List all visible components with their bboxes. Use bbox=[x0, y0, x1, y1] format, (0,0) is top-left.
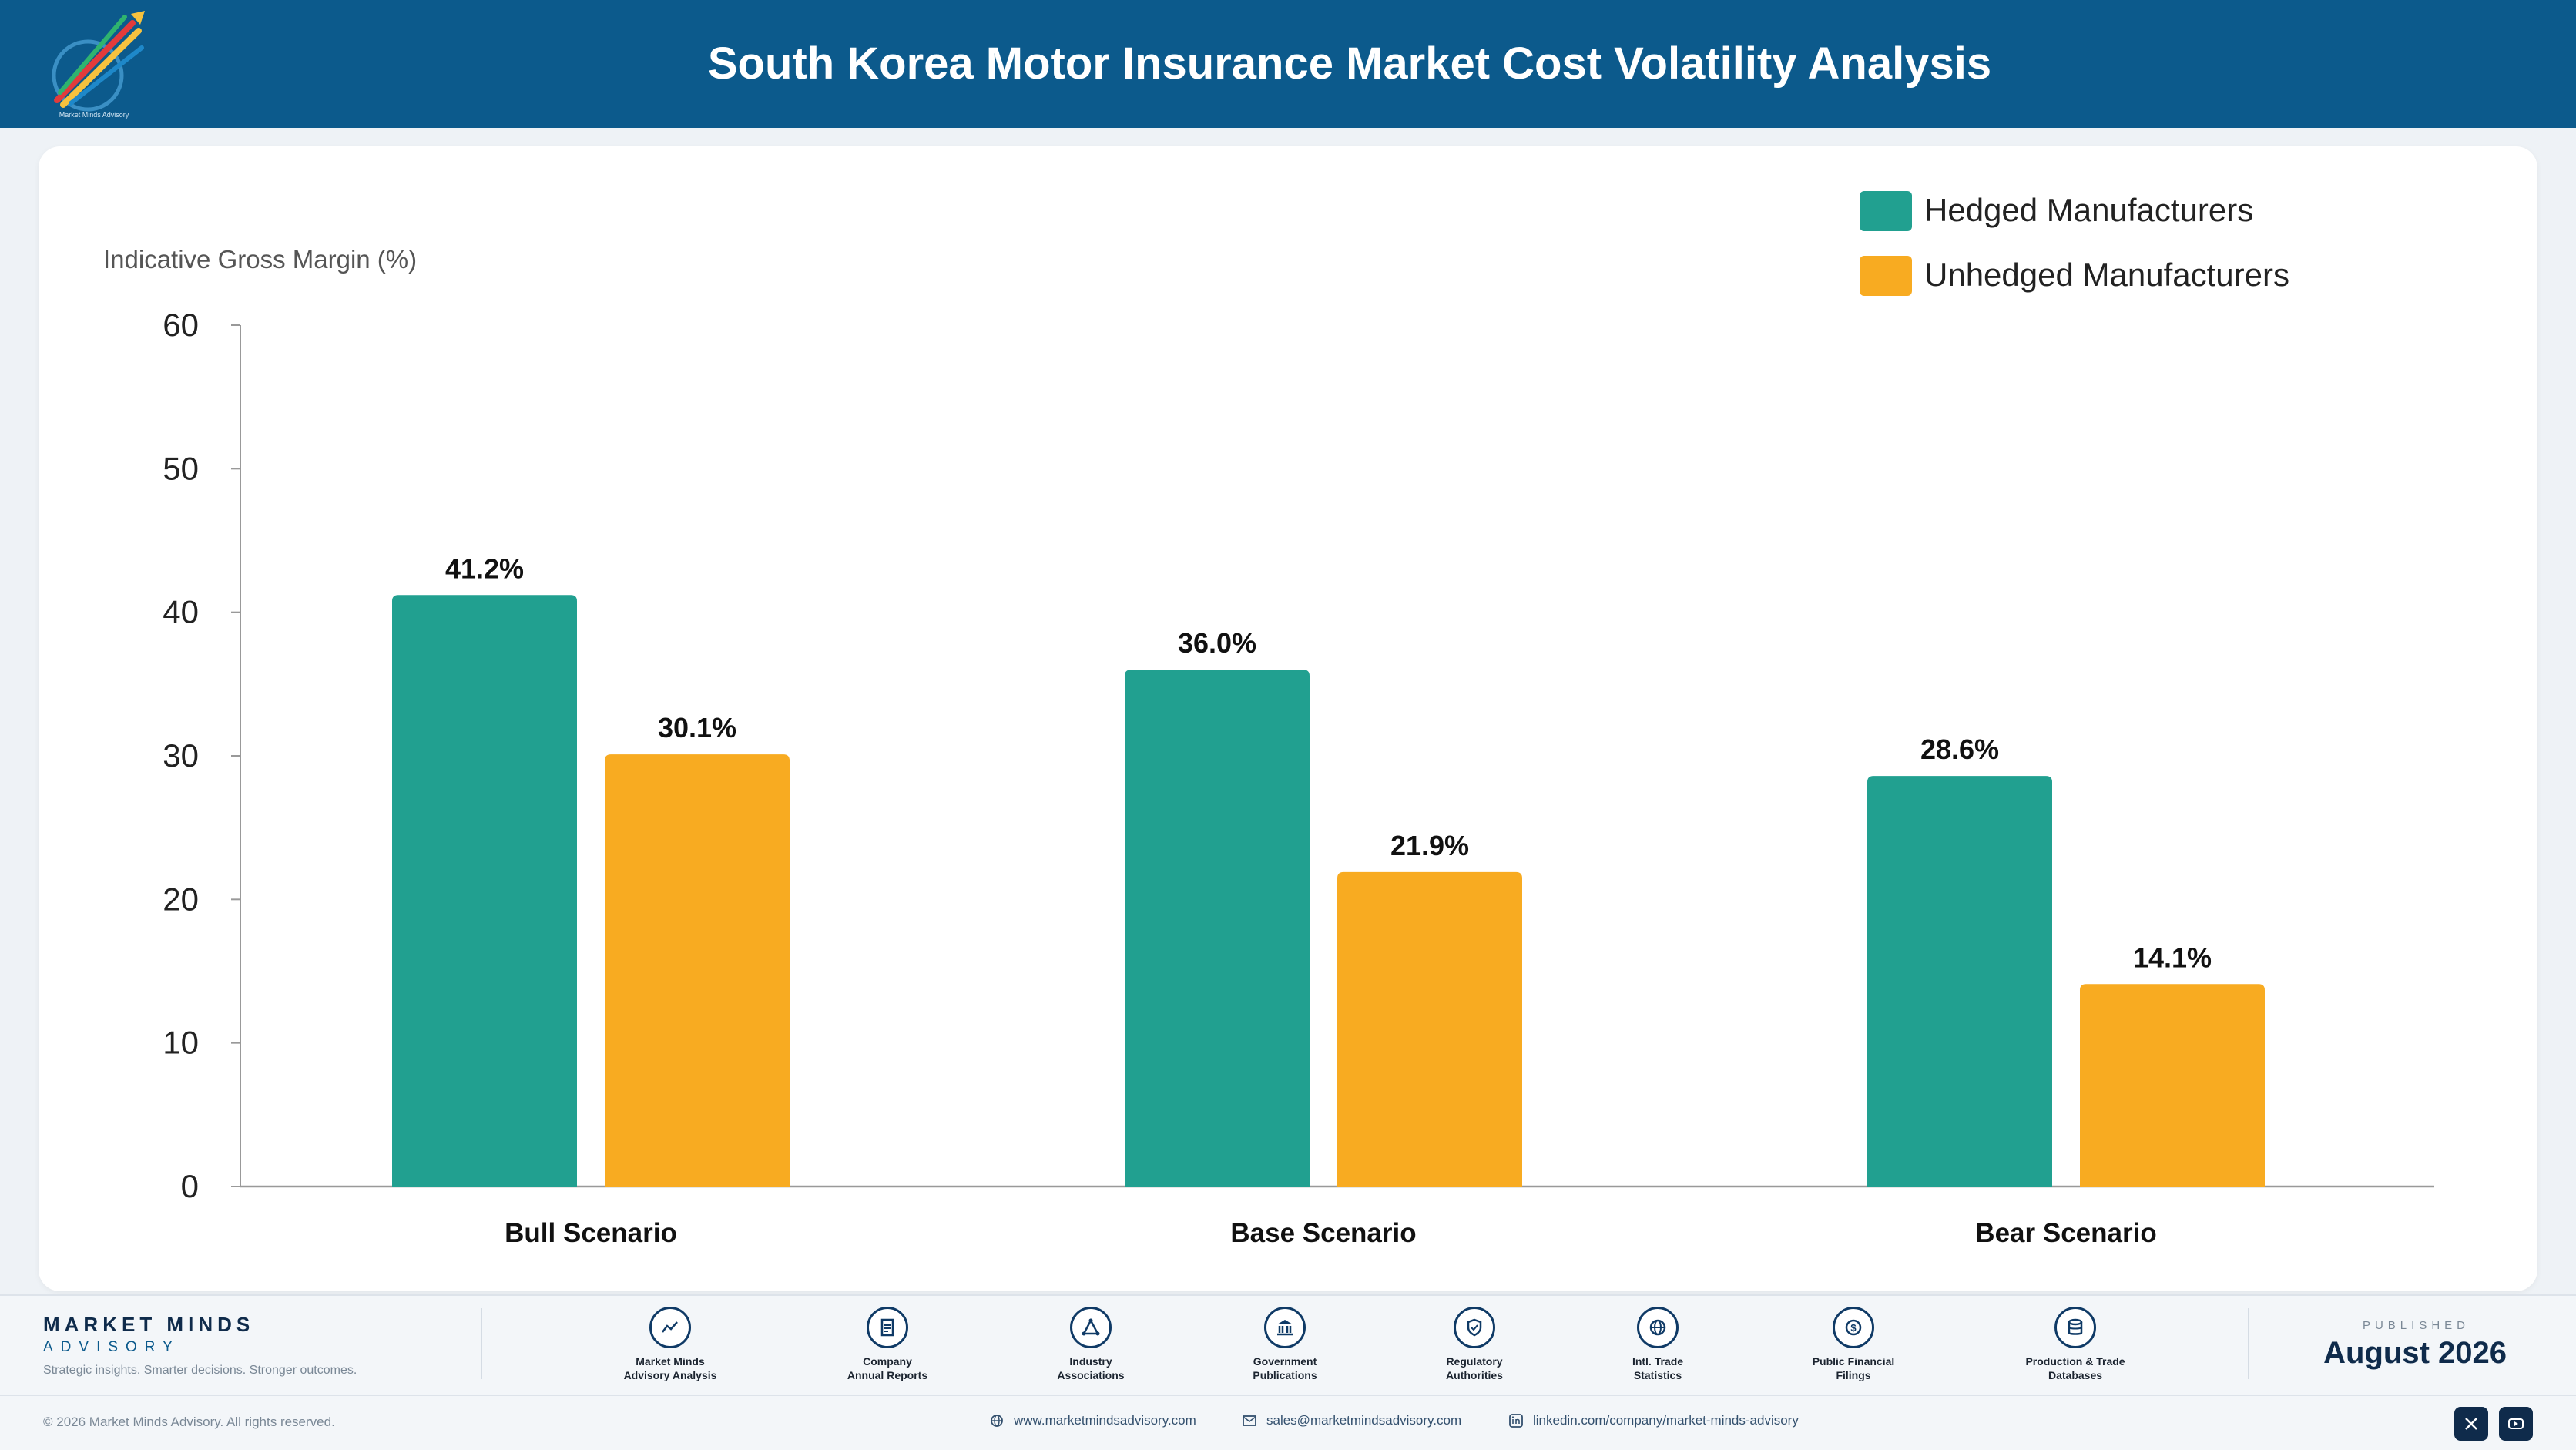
svg-text:$: $ bbox=[1850, 1322, 1857, 1334]
logo-icon: Market Minds Advisory bbox=[52, 11, 145, 119]
globe-icon bbox=[991, 1415, 1003, 1427]
source-label: Intl. Trade Statistics bbox=[1632, 1355, 1684, 1381]
linkedin-icon bbox=[1509, 1414, 1523, 1428]
legend-swatch bbox=[1860, 256, 1912, 296]
svg-text:Market Minds Advisory: Market Minds Advisory bbox=[59, 111, 129, 119]
source-industry-associations: Industry Associations bbox=[1006, 1307, 1176, 1382]
bar-unhedged bbox=[1337, 871, 1522, 1187]
data-label: 21.9% bbox=[1390, 830, 1469, 861]
bar-hedged bbox=[1867, 776, 2052, 1187]
chart-card: Indicative Gross Margin (%) 0 10 20 30 40 50 60… bbox=[39, 146, 2537, 1291]
data-label: 14.1% bbox=[2133, 941, 2212, 973]
x-social-icon[interactable] bbox=[2454, 1407, 2488, 1441]
footer: MARKET MINDS ADVISORY Strategic insights… bbox=[0, 1294, 2576, 1450]
source-label: Government Publications bbox=[1253, 1355, 1317, 1381]
database-icon bbox=[2054, 1307, 2096, 1348]
email-text: sales@marketmindsadvisory.com bbox=[1266, 1413, 1462, 1428]
mail-icon bbox=[1243, 1415, 1256, 1426]
source-regulatory-authorities: Regulatory Authorities bbox=[1390, 1307, 1559, 1382]
y-tick-label: 30 bbox=[163, 737, 199, 774]
network-icon bbox=[1070, 1307, 1112, 1348]
copyright-text: © 2026 Market Minds Advisory. All rights… bbox=[43, 1415, 335, 1429]
brand-tagline: Strategic insights. Smarter decisions. S… bbox=[43, 1364, 357, 1377]
page-title: South Korea Motor Insurance Market Cost … bbox=[707, 39, 1992, 89]
y-tick-label: 50 bbox=[163, 450, 199, 486]
document-icon bbox=[867, 1307, 908, 1348]
data-label: 30.1% bbox=[658, 712, 736, 743]
y-tick-label: 20 bbox=[163, 881, 199, 917]
globe-icon bbox=[1637, 1307, 1679, 1348]
header-bar: Market Minds Advisory South Korea Motor … bbox=[0, 0, 2576, 128]
bar-hedged bbox=[392, 595, 577, 1187]
email-link[interactable]: sales@marketmindsadvisory.com bbox=[1242, 1413, 1461, 1428]
chart-line-icon bbox=[649, 1307, 691, 1348]
source-label: Production & Trade Databases bbox=[2025, 1355, 2125, 1381]
source-label: Public Financial Filings bbox=[1812, 1355, 1895, 1381]
source-label: Industry Associations bbox=[1057, 1355, 1125, 1381]
y-tick-label: 10 bbox=[163, 1025, 199, 1061]
shield-icon bbox=[1454, 1307, 1495, 1348]
y-axis-label: Indicative Gross Margin (%) bbox=[103, 245, 417, 274]
footer-divider bbox=[481, 1308, 482, 1379]
bar-chart: Indicative Gross Margin (%) 0 10 20 30 40 50 60… bbox=[103, 191, 2434, 1248]
published-date: August 2026 bbox=[2323, 1336, 2507, 1370]
x-tick-label: Bull Scenario bbox=[505, 1218, 677, 1248]
brand-name: MARKET MINDS bbox=[43, 1313, 255, 1336]
bar-unhedged bbox=[605, 754, 790, 1187]
source-intl-trade-statistics: Intl. Trade Statistics bbox=[1573, 1307, 1742, 1382]
y-tick-label: 0 bbox=[181, 1168, 199, 1204]
source-production-trade-databases: Production & Trade Databases bbox=[1991, 1307, 2160, 1382]
dollar-coin-icon: $ bbox=[1833, 1307, 1874, 1348]
linkedin-link[interactable]: linkedin.com/company/market-minds-adviso… bbox=[1508, 1413, 1799, 1428]
bar-unhedged bbox=[2080, 984, 2265, 1187]
legend-label: Unhedged Manufacturers bbox=[1924, 257, 2289, 293]
youtube-icon[interactable] bbox=[2499, 1407, 2533, 1441]
source-label: Regulatory Authorities bbox=[1446, 1355, 1503, 1381]
source-government-publications: Government Publications bbox=[1200, 1307, 1370, 1382]
website-text: www.marketmindsadvisory.com bbox=[1014, 1413, 1196, 1428]
data-label: 36.0% bbox=[1178, 627, 1256, 659]
data-label: 28.6% bbox=[1920, 733, 1999, 765]
legend-swatch bbox=[1860, 191, 1912, 231]
website-link[interactable]: www.marketmindsadvisory.com bbox=[989, 1413, 1196, 1428]
source-label: Market Minds Advisory Analysis bbox=[623, 1355, 717, 1381]
x-tick-label: Bear Scenario bbox=[1975, 1218, 2156, 1248]
source-market-minds-analysis: Market Minds Advisory Analysis bbox=[585, 1307, 755, 1382]
source-public-financial-filings: $ Public Financial Filings bbox=[1769, 1307, 1938, 1382]
government-building-icon bbox=[1264, 1307, 1306, 1348]
legend-label: Hedged Manufacturers bbox=[1924, 192, 2253, 228]
published-label: PUBLISHED bbox=[2362, 1319, 2470, 1332]
footer-bottom-bar: © 2026 Market Minds Advisory. All rights… bbox=[0, 1395, 2576, 1450]
source-company-annual-reports: Company Annual Reports bbox=[803, 1307, 972, 1382]
source-label: Company Annual Reports bbox=[847, 1355, 928, 1381]
y-tick-label: 60 bbox=[163, 307, 199, 343]
linkedin-text: linkedin.com/company/market-minds-adviso… bbox=[1533, 1413, 1799, 1428]
footer-divider bbox=[2248, 1308, 2249, 1379]
x-tick-label: Base Scenario bbox=[1230, 1218, 1416, 1248]
y-tick-label: 40 bbox=[163, 594, 199, 630]
data-label: 41.2% bbox=[445, 552, 524, 584]
brand-subtitle: ADVISORY bbox=[43, 1339, 180, 1355]
bar-hedged bbox=[1125, 670, 1310, 1187]
